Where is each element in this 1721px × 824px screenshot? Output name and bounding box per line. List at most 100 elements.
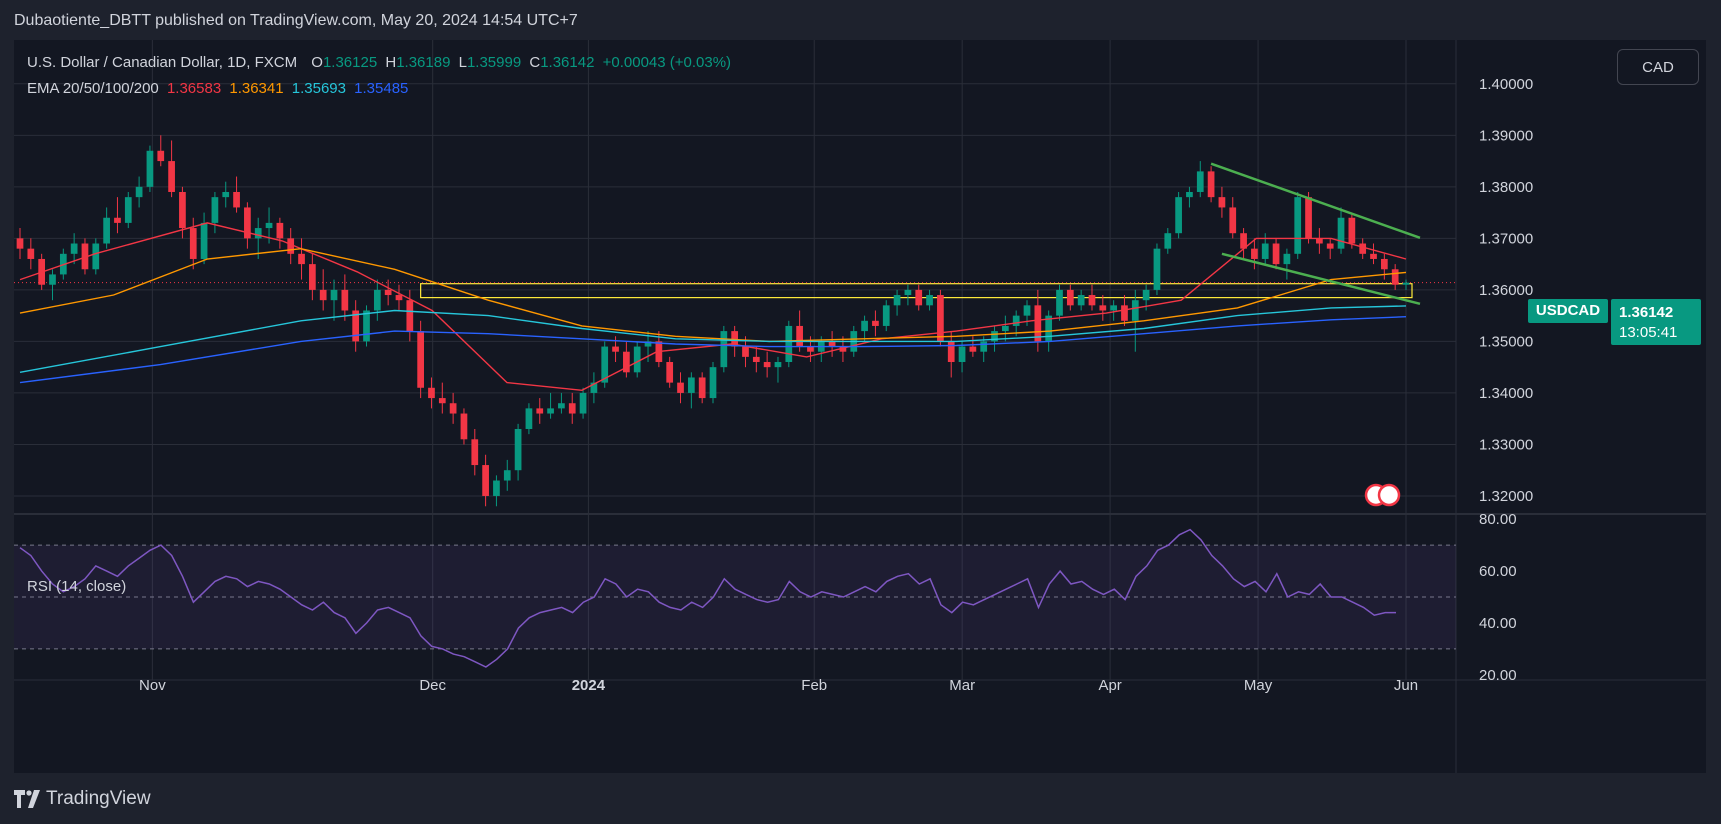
candle-body [1294, 197, 1302, 254]
candle-body [135, 186, 143, 198]
candle-body [1218, 197, 1226, 208]
last-price: 1.36142 [1619, 304, 1674, 321]
ema-line [19, 305, 1407, 373]
time-tick-label: Feb [801, 677, 827, 694]
ohlc-legend: U.S. Dollar / Canadian Dollar, 1D, FXCM … [27, 54, 735, 71]
axes: 1.40000 1.39000 1.38000 1.37000 1.36000 1.350… [139, 76, 1533, 694]
candle-body [211, 197, 219, 223]
candle-body [579, 392, 587, 414]
candle-body [16, 238, 24, 249]
candle-body [265, 222, 273, 229]
candle-body [395, 295, 403, 301]
low-label: L [458, 54, 467, 71]
candle-body [352, 310, 360, 342]
candle-body [1305, 197, 1312, 239]
candle-body [103, 217, 110, 244]
price-tick-label: 1.32000 [1479, 488, 1533, 505]
candle-body [785, 325, 793, 363]
candle-body [157, 150, 165, 162]
candle-body [547, 408, 554, 414]
candle-body [503, 470, 511, 481]
candle-body [807, 346, 814, 352]
trendlines [1210, 162, 1421, 306]
price-tick-label: 1.37000 [1479, 230, 1533, 247]
candle-body [1283, 253, 1291, 265]
close-value: 1.36142 [540, 54, 595, 71]
candle-body [330, 289, 338, 301]
price-tick-label: 1.38000 [1479, 179, 1533, 196]
candle-body [276, 222, 284, 239]
candle-body [623, 351, 630, 373]
candle-body [1402, 282, 1410, 285]
tradingview-logo-icon [14, 790, 40, 808]
candle-body [189, 228, 197, 259]
event-markers [1364, 483, 1401, 507]
candle-body [926, 295, 933, 306]
candle-body [406, 300, 414, 332]
low-value: 1.35999 [466, 54, 522, 71]
candles [16, 135, 1410, 507]
candle-body [244, 207, 251, 239]
candle-body [114, 217, 121, 223]
price-tick-label: 1.40000 [1479, 76, 1533, 93]
candle-body [1229, 207, 1237, 234]
brand-name: TradingView [46, 788, 151, 809]
price-tick-label: 1.34000 [1479, 385, 1533, 402]
candle-body [752, 356, 760, 363]
candle-body [384, 289, 392, 296]
candle-body [742, 346, 749, 357]
candle-body [1240, 233, 1247, 249]
high-value: 1.36189 [396, 54, 451, 71]
rsi-band [14, 545, 1456, 649]
time-tick-label: Apr [1098, 677, 1121, 694]
candle-body [1023, 305, 1031, 316]
candle-body [915, 289, 923, 306]
footer: TradingView [0, 773, 1721, 824]
publish-bar: Dubaotiente_DBTT published on TradingVie… [0, 0, 1721, 38]
change-value: +0.00043 (+0.03%) [602, 54, 732, 71]
candle-body [373, 289, 381, 311]
candle-body [341, 289, 349, 311]
rsi-tick-label: 40.00 [1479, 615, 1517, 632]
candle-body [287, 238, 295, 254]
price-tick-label: 1.35000 [1479, 333, 1533, 350]
candle-body [687, 377, 695, 393]
bar-countdown: 13:05:41 [1619, 324, 1678, 341]
ema100-value: 1.35693 [291, 80, 346, 97]
candle-body [1153, 248, 1161, 290]
candle-body [937, 295, 944, 342]
candle-body [1045, 315, 1053, 342]
candle-body [233, 191, 240, 208]
ema-label: EMA 20/50/100/200 [27, 80, 159, 97]
grid [14, 40, 1706, 773]
candle-body [1196, 171, 1204, 192]
candle-body [460, 413, 468, 440]
candle-body [1207, 171, 1215, 198]
candle-body [872, 320, 879, 326]
candle-body [1337, 217, 1345, 249]
candle-body [709, 367, 717, 399]
candle-body [1251, 248, 1258, 259]
chart-area[interactable]: 1.40000 1.39000 1.38000 1.37000 1.36000 1.350… [14, 40, 1706, 773]
price-tick-label: 1.39000 [1479, 127, 1533, 144]
currency-button[interactable]: CAD [1617, 49, 1699, 85]
candle-body [1110, 305, 1117, 311]
us-flag-icon [1377, 483, 1401, 507]
candle-body [828, 341, 836, 347]
ema20-value: 1.36583 [166, 80, 222, 97]
ema50-value: 1.36341 [229, 80, 284, 97]
rsi-tick-label: 80.00 [1479, 511, 1517, 528]
candle-body [428, 387, 435, 399]
candle-body [882, 305, 890, 326]
candle-body [27, 248, 35, 259]
chart-svg[interactable]: 1.40000 1.39000 1.38000 1.37000 1.36000 1.350… [14, 40, 1706, 773]
ema-legend: EMA 20/50/100/200 1.36583 1.36341 1.3569… [27, 80, 412, 97]
rsi-line [19, 528, 1396, 668]
candle-body [633, 346, 641, 373]
time-tick-label: Jun [1394, 677, 1418, 694]
candle-body [254, 228, 262, 239]
candle-body [1326, 243, 1334, 249]
candle-body [1012, 315, 1020, 326]
time-tick-label: Nov [139, 677, 166, 694]
candle-body [796, 325, 803, 347]
